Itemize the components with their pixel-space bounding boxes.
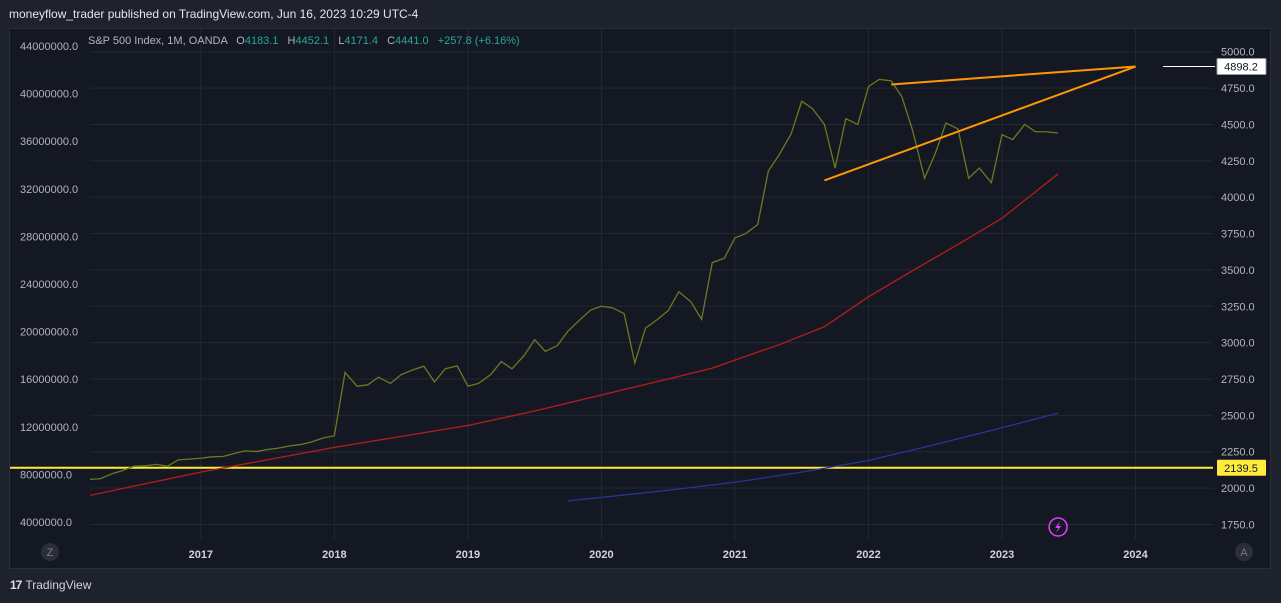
footer-bar <box>0 569 1281 603</box>
level-price-badge <box>1217 459 1266 476</box>
y-left-tick-label: 24000000.0 <box>20 279 78 291</box>
y-left-tick-label: 32000000.0 <box>20 184 78 196</box>
publish-header: moneyflow_trader published on TradingVie… <box>0 0 1281 28</box>
y-left-tick-label: 28000000.0 <box>20 231 78 243</box>
open-value: 4183.1 <box>244 35 279 47</box>
zoom-control-label: Z <box>47 547 54 559</box>
y-right-tick-label: 2750.0 <box>1221 374 1255 386</box>
y-right-tick-label: 4000.0 <box>1221 192 1255 204</box>
publish-info: moneyflow_trader published on TradingVie… <box>9 7 419 21</box>
zoom-control-icon[interactable] <box>41 543 59 561</box>
close-key: C <box>387 35 396 47</box>
x-tick-label: 2021 <box>723 549 747 561</box>
high-key: H <box>287 35 296 47</box>
flash-icon <box>1048 517 1068 537</box>
blue-moving-average-line <box>567 412 1059 502</box>
y-right-tick-label: 3250.0 <box>1221 301 1255 313</box>
y-left-tick-label: 36000000.0 <box>20 136 78 148</box>
symbol-title[interactable]: S&P 500 Index, 1M, OANDA <box>88 35 228 47</box>
last-price-badge <box>1216 58 1267 76</box>
change-value: +257.8 (+6.16%) <box>437 35 520 47</box>
high-value: 4452.1 <box>295 35 330 47</box>
close-value: 4441.0 <box>395 35 429 47</box>
y-right-tick-label: 5000.0 <box>1221 47 1255 59</box>
wedge-upper-trendline <box>891 65 1136 86</box>
y-right-tick-label: 2000.0 <box>1221 483 1255 495</box>
low-key: L <box>338 35 345 47</box>
price-line <box>89 78 1059 481</box>
y-right-tick-label: 4250.0 <box>1221 156 1255 168</box>
plot-background <box>90 29 1213 539</box>
y-left-tick-label: 20000000.0 <box>20 327 78 339</box>
open-key: O <box>236 35 245 47</box>
y-left-tick-label: 16000000.0 <box>20 374 78 386</box>
last-price-label: 4898.2 <box>1224 62 1258 74</box>
tradingview-brand[interactable]: 17 TradingView <box>10 578 91 592</box>
x-tick-label: 2024 <box>1123 549 1148 561</box>
y-left-tick-label: 40000000.0 <box>20 89 78 101</box>
chart-panel[interactable]: 5000.0 4750.0 4500.0 4250.0 4000.0 3750.0 3500… <box>9 28 1271 569</box>
y-right-tick-label: 4500.0 <box>1221 119 1255 131</box>
price-chart[interactable]: 5000.0 4750.0 4500.0 4250.0 4000.0 3750.0 3500… <box>10 29 1270 568</box>
y-right-tick-label: 3000.0 <box>1221 338 1255 350</box>
x-tick-label: 2019 <box>456 549 480 561</box>
level-price-label: 2139.5 <box>1224 463 1258 475</box>
auto-scale-label: A <box>1240 547 1248 559</box>
red-moving-average-line <box>89 173 1059 496</box>
auto-scale-icon[interactable] <box>1235 543 1253 561</box>
flash-icon-bolt <box>1055 521 1062 533</box>
y-left-tick-label: 4000000.0 <box>20 517 72 529</box>
x-tick-label: 2022 <box>856 549 880 561</box>
tradingview-logo-icon: 17 <box>10 578 22 592</box>
x-tick-label: 2017 <box>189 549 213 561</box>
y-left-tick-label: 12000000.0 <box>20 422 78 434</box>
y-right-tick-label: 2250.0 <box>1221 447 1255 459</box>
y-right-tick-label: 1750.0 <box>1221 519 1255 531</box>
low-value: 4171.4 <box>344 35 378 47</box>
symbol-legend: S&P 500 Index, 1M, OANDA O4183.1 H4452.1… <box>88 35 520 47</box>
x-tick-label: 2023 <box>990 549 1014 561</box>
wedge-lower-trendline <box>824 65 1136 182</box>
x-tick-label: 2020 <box>589 549 613 561</box>
y-right-tick-label: 3500.0 <box>1221 265 1255 277</box>
y-left-tick-label: 8000000.0 <box>20 469 72 481</box>
y-right-tick-label: 4750.0 <box>1221 83 1255 95</box>
x-tick-label: 2018 <box>322 549 346 561</box>
y-right-tick-label: 3750.0 <box>1221 229 1255 241</box>
brand-label: TradingView <box>25 578 92 592</box>
y-left-tick-label: 44000000.0 <box>20 41 78 53</box>
y-right-tick-label: 2500.0 <box>1221 410 1255 422</box>
